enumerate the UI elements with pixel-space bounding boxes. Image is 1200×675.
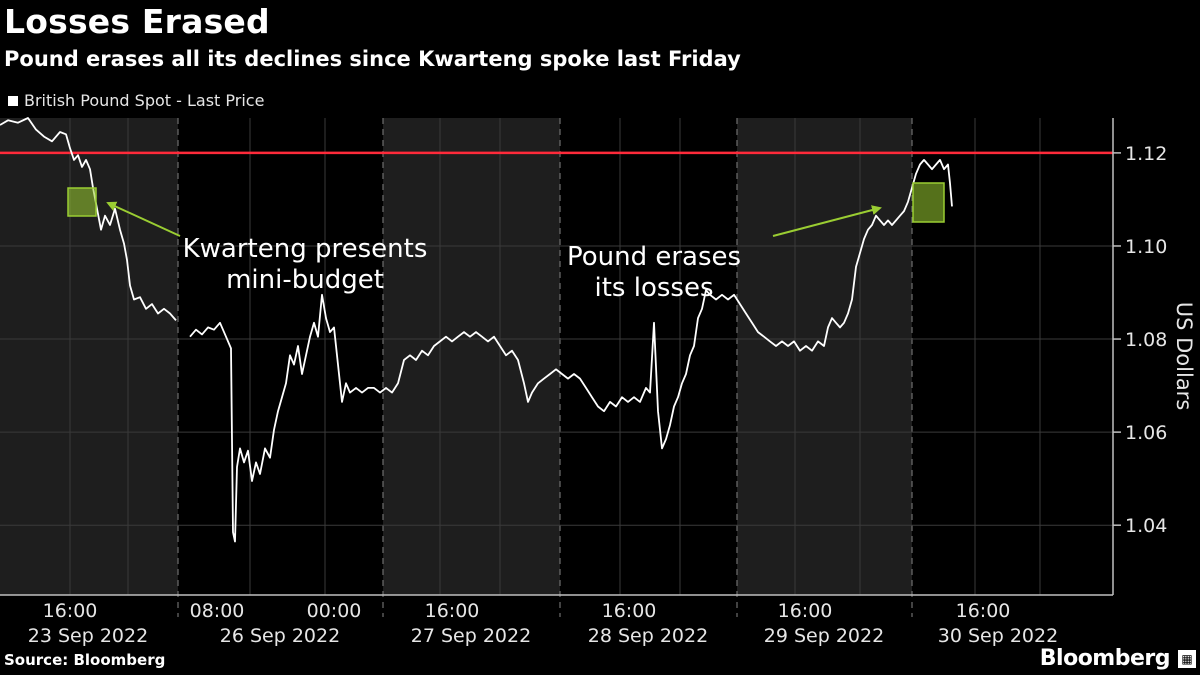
session-shading — [0, 118, 912, 595]
annotation-0-line-1: mini-budget — [226, 265, 384, 295]
legend-swatch — [8, 95, 18, 106]
x-date-label-3: 28 Sep 2022 — [588, 625, 708, 647]
legend-label: British Pound Spot - Last Price — [24, 91, 265, 110]
arrow-pound-erases — [772, 205, 882, 237]
y-tick-label-2: 1.08 — [1125, 329, 1167, 351]
y-tick-label-1: 1.06 — [1125, 422, 1167, 444]
bloomberg-terminal-icon: ▦ — [1178, 650, 1196, 668]
chart-title: Losses Erased — [4, 2, 270, 41]
x-tick-label-3: 16:00 — [425, 600, 480, 622]
brand-logo: Bloomberg — [1039, 646, 1171, 671]
x-tick-label-6: 16:00 — [956, 600, 1011, 622]
x-tick-label-4: 16:00 — [602, 600, 657, 622]
arrow-kwarteng — [106, 201, 181, 237]
x-date-label-1: 26 Sep 2022 — [220, 625, 340, 647]
x-tick-label-5: 16:00 — [778, 600, 833, 622]
x-date-label-2: 27 Sep 2022 — [411, 625, 531, 647]
chart-subtitle: Pound erases all its declines since Kwar… — [4, 47, 741, 71]
series-group — [0, 117, 953, 543]
session-band-2 — [737, 118, 912, 595]
annotation-1-line-0: Pound erases — [567, 242, 741, 272]
y-tick-label-0: 1.04 — [1125, 515, 1167, 537]
x-date-label-0: 23 Sep 2022 — [28, 625, 148, 647]
y-tick-label-3: 1.10 — [1125, 236, 1167, 258]
highlight-box-1 — [912, 182, 945, 223]
y-tick-label-4: 1.12 — [1125, 143, 1167, 165]
x-tick-label-2: 00:00 — [307, 600, 362, 622]
series-line-1 — [189, 158, 953, 543]
annotation-0-line-0: Kwarteng presents — [183, 234, 428, 264]
highlight-boxes — [67, 182, 945, 223]
x-tick-label-0: 16:00 — [43, 600, 98, 622]
series-line-0 — [0, 117, 177, 321]
legend: British Pound Spot - Last Price — [8, 91, 264, 110]
x-tick-label-1: 08:00 — [190, 600, 245, 622]
highlight-box-0 — [67, 187, 97, 217]
annotation-arrows — [106, 201, 882, 237]
y-axis: 1.04 1.06 1.08 1.10 1.12 US Dollars — [1112, 118, 1196, 595]
x-date-label-5: 30 Sep 2022 — [938, 625, 1058, 647]
y-axis-label: US Dollars — [1172, 302, 1196, 411]
x-axis: 16:00 08:00 00:00 16:00 16:00 16:00 16:00 23 Se… — [0, 594, 1113, 647]
x-date-label-4: 29 Sep 2022 — [764, 625, 884, 647]
source-note: Source: Bloomberg — [4, 651, 166, 669]
annotation-1-line-1: its losses — [595, 273, 714, 303]
